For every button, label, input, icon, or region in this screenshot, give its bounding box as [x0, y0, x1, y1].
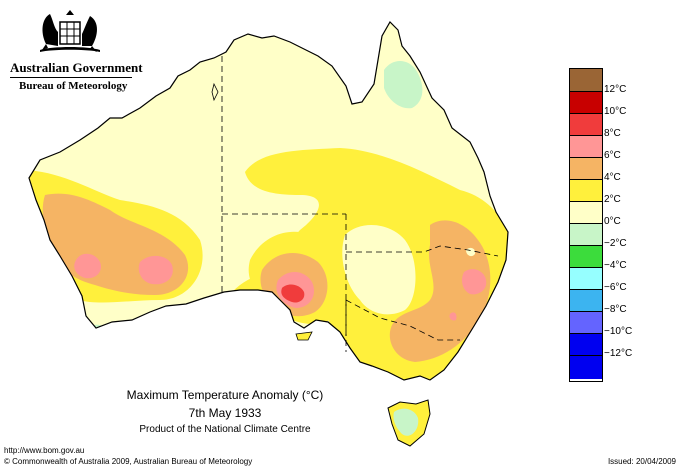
- legend-swatch: [570, 289, 602, 311]
- legend-swatch: [570, 355, 602, 379]
- legend-label: −2°C: [604, 238, 627, 249]
- anomaly-field: [29, 22, 508, 380]
- legend-label: −10°C: [604, 326, 633, 337]
- legend-label: −12°C: [604, 348, 633, 359]
- state-borders: [221, 56, 499, 352]
- legend-label: 8°C: [604, 128, 621, 139]
- legend-label: 2°C: [604, 194, 621, 205]
- issued-date: Issued: 20/04/2009: [607, 457, 676, 466]
- legend-swatch: [570, 69, 602, 91]
- legend-swatch: [570, 91, 602, 113]
- legend-swatch: [570, 223, 602, 245]
- color-legend: [569, 68, 603, 382]
- legend-label: −6°C: [604, 282, 627, 293]
- legend-swatch: [570, 311, 602, 333]
- legend-swatch: [570, 179, 602, 201]
- legend-label: −4°C: [604, 260, 627, 271]
- legend-swatch: [570, 135, 602, 157]
- legend-label: 4°C: [604, 172, 621, 183]
- legend-label: 12°C: [604, 84, 627, 95]
- tasmania: [387, 399, 431, 447]
- map-title: Maximum Temperature Anomaly (°C): [126, 388, 324, 402]
- legend-swatch: [570, 245, 602, 267]
- legend-label: −8°C: [604, 304, 627, 315]
- header-rule: [10, 77, 132, 78]
- legend-label: 0°C: [604, 216, 621, 227]
- legend-swatch: [570, 113, 602, 135]
- copyright-notice: © Commonwealth of Australia 2009, Austra…: [4, 457, 253, 466]
- legend-swatch: [570, 333, 602, 355]
- website-url: http://www.bom.gov.au: [4, 446, 85, 455]
- legend-label: 10°C: [604, 106, 627, 117]
- product-credit: Product of the National Climate Centre: [139, 424, 311, 435]
- legend-label: 6°C: [604, 150, 621, 161]
- government-name: Australian Government: [10, 60, 143, 75]
- map-date: 7th May 1933: [188, 406, 262, 420]
- legend-swatch: [570, 267, 602, 289]
- legend-swatch: [570, 157, 602, 179]
- legend-swatch: [570, 201, 602, 223]
- bureau-name: Bureau of Meteorology: [19, 80, 128, 92]
